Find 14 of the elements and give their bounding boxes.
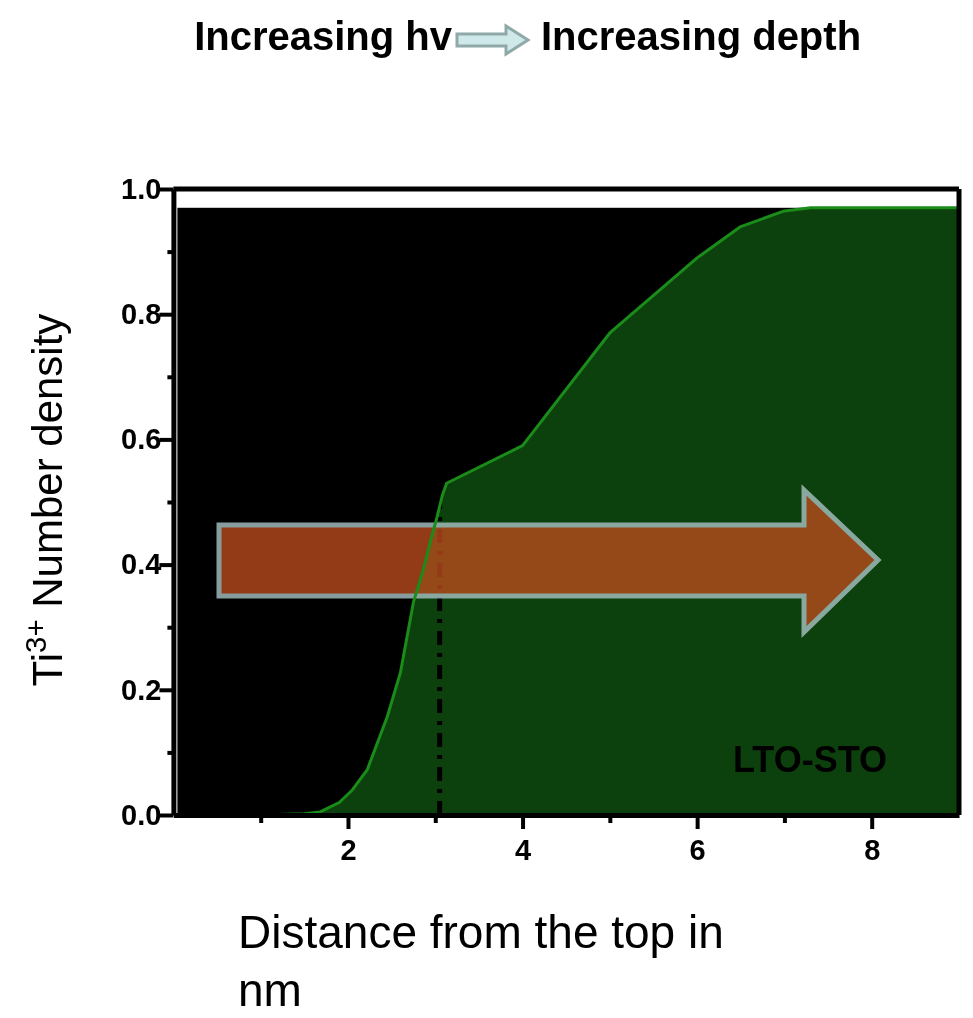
- text: 1.0: [121, 172, 162, 205]
- y-tick-label: 0.6: [121, 423, 162, 456]
- chart-subtitle: Increasing depth: [541, 14, 862, 58]
- x-tick-label: 2: [340, 833, 357, 866]
- y-tick-label: 0.4: [121, 548, 162, 581]
- x-tick-label: 8: [864, 833, 881, 866]
- y-tick-label: 0.8: [121, 297, 162, 330]
- y-tick-label: 0.2: [121, 673, 162, 706]
- chart-title: Increasing hv: [194, 14, 453, 58]
- x-axis-title: Distance from the top in nm: [238, 906, 724, 1016]
- x-tick-label: 6: [689, 833, 706, 866]
- x-tick-label: 4: [514, 833, 532, 866]
- annotation: LTO-STO: [732, 739, 888, 780]
- text: 0.0: [121, 798, 162, 831]
